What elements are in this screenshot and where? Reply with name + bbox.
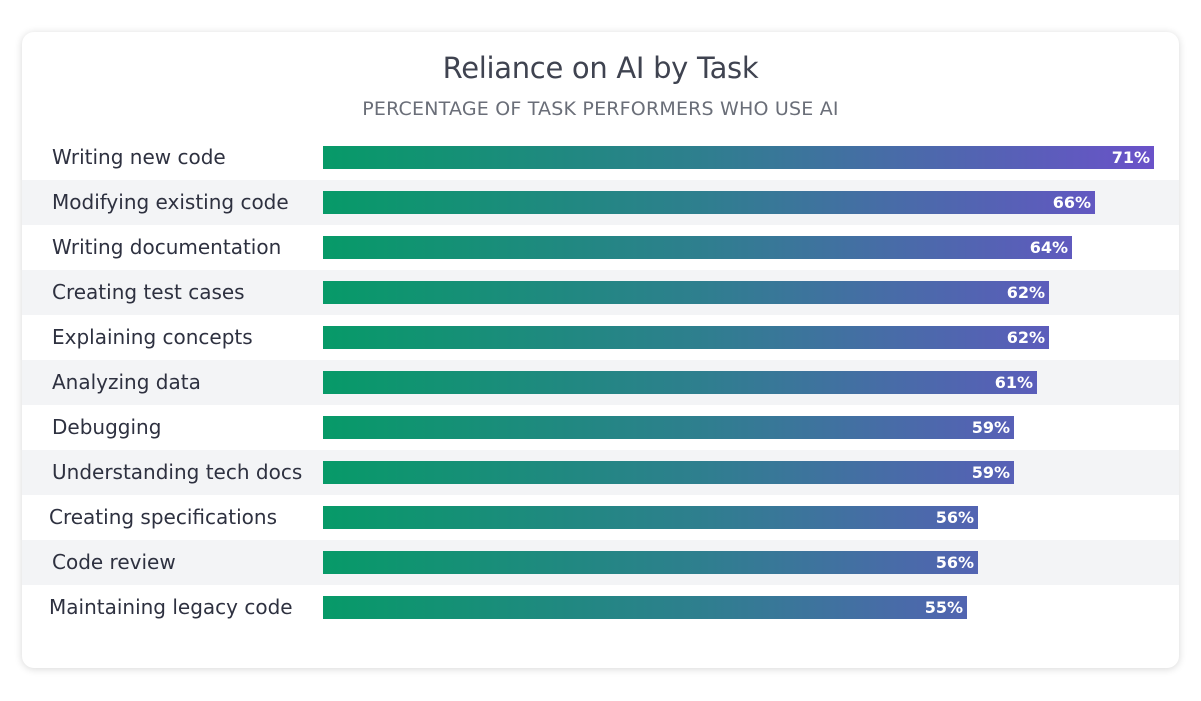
bar-value-label: 55%	[924, 598, 963, 617]
bar: 62%	[323, 326, 1049, 349]
bar: 59%	[323, 416, 1014, 439]
bar-value-label: 66%	[1052, 193, 1091, 212]
category-label: Analyzing data	[52, 370, 201, 394]
category-label: Maintaining legacy code	[49, 595, 293, 619]
bar-value-label: 56%	[935, 508, 974, 527]
bar-value-label: 56%	[935, 553, 974, 572]
category-label: Debugging	[52, 415, 162, 439]
chart-row: Writing documentation 64%	[22, 225, 1179, 270]
category-label: Understanding tech docs	[52, 460, 303, 484]
chart-card: Reliance on AI by Task PERCENTAGE OF TAS…	[22, 32, 1179, 668]
bar: 64%	[323, 236, 1072, 259]
chart-row: Creating specifications 56%	[22, 495, 1179, 540]
chart-row: Maintaining legacy code 55%	[22, 585, 1179, 630]
chart-row: Analyzing data 61%	[22, 360, 1179, 405]
bar: 71%	[323, 146, 1154, 169]
bar: 56%	[323, 551, 978, 574]
category-label: Creating specifications	[49, 505, 277, 529]
bar: 61%	[323, 371, 1037, 394]
bar: 66%	[323, 191, 1095, 214]
chart-row: Writing new code 71%	[22, 135, 1179, 180]
bar-value-label: 59%	[971, 418, 1010, 437]
chart-row: Debugging 59%	[22, 405, 1179, 450]
bar-value-label: 64%	[1029, 238, 1068, 257]
category-label: Writing new code	[52, 145, 226, 169]
bar-value-label: 61%	[994, 373, 1033, 392]
category-label: Explaining concepts	[52, 325, 253, 349]
category-label: Creating test cases	[52, 280, 245, 304]
bar-value-label: 62%	[1006, 283, 1045, 302]
bar-value-label: 59%	[971, 463, 1010, 482]
chart-title: Reliance on AI by Task	[442, 51, 759, 85]
bar: 56%	[323, 506, 978, 529]
chart-subtitle: PERCENTAGE OF TASK PERFORMERS WHO USE AI	[362, 98, 839, 120]
bar: 62%	[323, 281, 1049, 304]
category-label: Code review	[52, 550, 176, 574]
chart-row: Explaining concepts 62%	[22, 315, 1179, 360]
bar-value-label: 71%	[1111, 148, 1150, 167]
bar: 55%	[323, 596, 967, 619]
chart-row: Understanding tech docs 59%	[22, 450, 1179, 495]
chart-row: Creating test cases 62%	[22, 270, 1179, 315]
chart-row: Code review 56%	[22, 540, 1179, 585]
category-label: Modifying existing code	[52, 190, 289, 214]
category-label: Writing documentation	[52, 235, 282, 259]
bar-value-label: 62%	[1006, 328, 1045, 347]
bar-rows: Writing new code 71% Modifying existing co…	[22, 135, 1179, 630]
bar: 59%	[323, 461, 1014, 484]
chart-row: Modifying existing code 66%	[22, 180, 1179, 225]
